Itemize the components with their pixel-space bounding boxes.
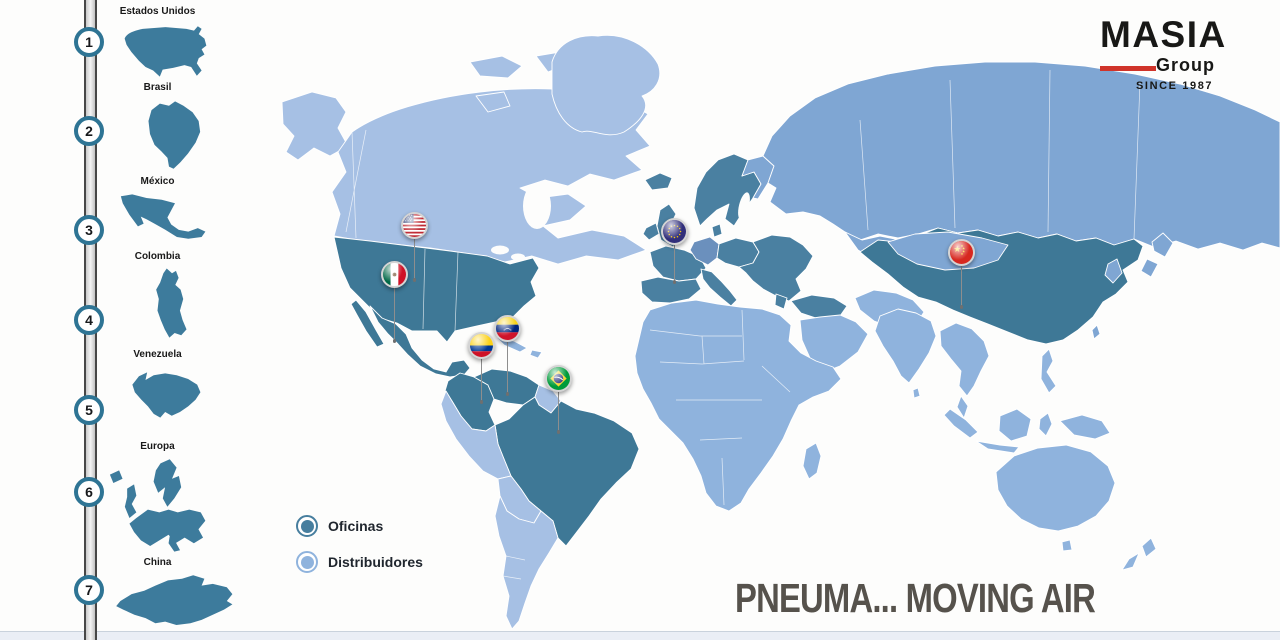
legend-row-office: Oficinas xyxy=(296,515,423,537)
legend-label: Distribuidores xyxy=(328,554,423,570)
region-iberia xyxy=(640,276,702,304)
sidebar-item-label: México xyxy=(140,176,175,187)
legend: Oficinas Distribuidores xyxy=(296,515,423,587)
mexico-flag-pin xyxy=(380,260,408,343)
svg-text:★: ★ xyxy=(953,245,961,255)
timeline-number-6: 6 xyxy=(74,477,104,507)
region-japan xyxy=(1151,232,1174,258)
logo-name: MASIA xyxy=(1100,14,1227,55)
mexico-silhouette-icon xyxy=(120,194,205,239)
legend-row-distributor: Distribuidores xyxy=(296,551,423,573)
sidebar-item-mexico: México xyxy=(95,176,220,257)
venezuela-flag-pin xyxy=(493,314,521,396)
region-india xyxy=(874,308,937,384)
region-italy xyxy=(700,268,738,307)
svg-text:★: ★ xyxy=(962,249,965,253)
bottom-strip xyxy=(0,631,1280,640)
sidebar-item-label: Colombia xyxy=(134,251,181,262)
colombia-flag-icon xyxy=(467,331,495,359)
sidebar-item-label: China xyxy=(143,557,172,568)
pin-stick xyxy=(556,384,560,434)
colombia-silhouette-icon xyxy=(156,268,187,338)
region-mexico xyxy=(350,299,385,348)
sidebar-item-venezuela: Venezuela xyxy=(95,349,220,434)
region-indochina xyxy=(939,322,990,397)
colombia-flag-pin xyxy=(467,331,495,404)
usa-flag-pin xyxy=(400,211,428,282)
pin-stick xyxy=(959,258,963,309)
legend-distributor-icon xyxy=(296,551,318,573)
venezuela-silhouette-icon xyxy=(132,372,201,418)
region-iceland xyxy=(644,172,673,191)
brazil-silhouette-icon xyxy=(148,101,201,169)
region-alaska xyxy=(281,91,349,161)
china-flag-icon: ★ ★ ★ ★ ★ xyxy=(947,238,975,266)
sidebar-item-colombia: Colombia xyxy=(95,251,220,352)
region-arabia xyxy=(799,314,869,373)
legend-label: Oficinas xyxy=(328,518,384,534)
europe-silhouette-icon xyxy=(109,459,205,552)
china-silhouette-icon xyxy=(116,575,233,625)
region-africa xyxy=(634,299,842,512)
pin-stick xyxy=(672,237,676,284)
sidebar-item-brazil: Brasil xyxy=(95,82,220,177)
logo-red-bar xyxy=(1100,66,1156,71)
region-germany xyxy=(689,236,720,266)
brazil-flag-icon xyxy=(544,364,572,392)
sidebar-item-china: China xyxy=(95,557,233,636)
usa-flag-icon xyxy=(400,211,428,239)
china-flag-pin: ★ ★ ★ ★ ★ xyxy=(947,238,975,309)
sidebar-item-europe: Europa xyxy=(95,441,220,558)
svg-text:★: ★ xyxy=(962,246,965,250)
usa-silhouette-icon xyxy=(124,26,206,77)
timeline-number-7: 7 xyxy=(74,575,104,605)
legend-office-icon xyxy=(296,515,318,537)
europe-flag-pin xyxy=(660,217,688,284)
masia-logo: MASIA Group SINCE 1987 xyxy=(1100,16,1250,92)
europe-flag-icon xyxy=(660,217,688,245)
timeline-number-5: 5 xyxy=(74,395,104,425)
svg-text:★: ★ xyxy=(960,244,963,248)
sidebar-item-label: Europa xyxy=(140,441,175,452)
region-turkey xyxy=(790,294,848,320)
pin-stick xyxy=(479,351,483,404)
brazil-flag-pin xyxy=(544,364,572,434)
svg-text:★: ★ xyxy=(960,251,963,255)
logo-group: Group xyxy=(1156,55,1215,75)
pin-stick xyxy=(392,280,396,343)
sidebar-item-label: Brasil xyxy=(143,82,172,93)
region-madagascar xyxy=(802,442,822,480)
region-france xyxy=(649,245,707,282)
sidebar-item-label: Estados Unidos xyxy=(119,6,196,17)
tagline: PNEUMA... MOVING AIR xyxy=(735,575,1096,621)
region-greenland xyxy=(551,34,661,136)
mexico-flag-icon xyxy=(380,260,408,288)
pin-stick xyxy=(412,231,416,282)
sidebar-item-label: Venezuela xyxy=(133,349,182,360)
region-australia xyxy=(995,444,1116,532)
timeline-number-4: 4 xyxy=(74,305,104,335)
sidebar-item-usa: Estados Unidos xyxy=(95,6,220,87)
timeline-number-2: 2 xyxy=(74,116,104,146)
timeline-number-3: 3 xyxy=(74,215,104,245)
pin-stick xyxy=(505,334,509,396)
timeline-number-1: 1 xyxy=(74,27,104,57)
logo-since: SINCE 1987 xyxy=(1136,80,1214,92)
venezuela-flag-icon xyxy=(493,314,521,342)
